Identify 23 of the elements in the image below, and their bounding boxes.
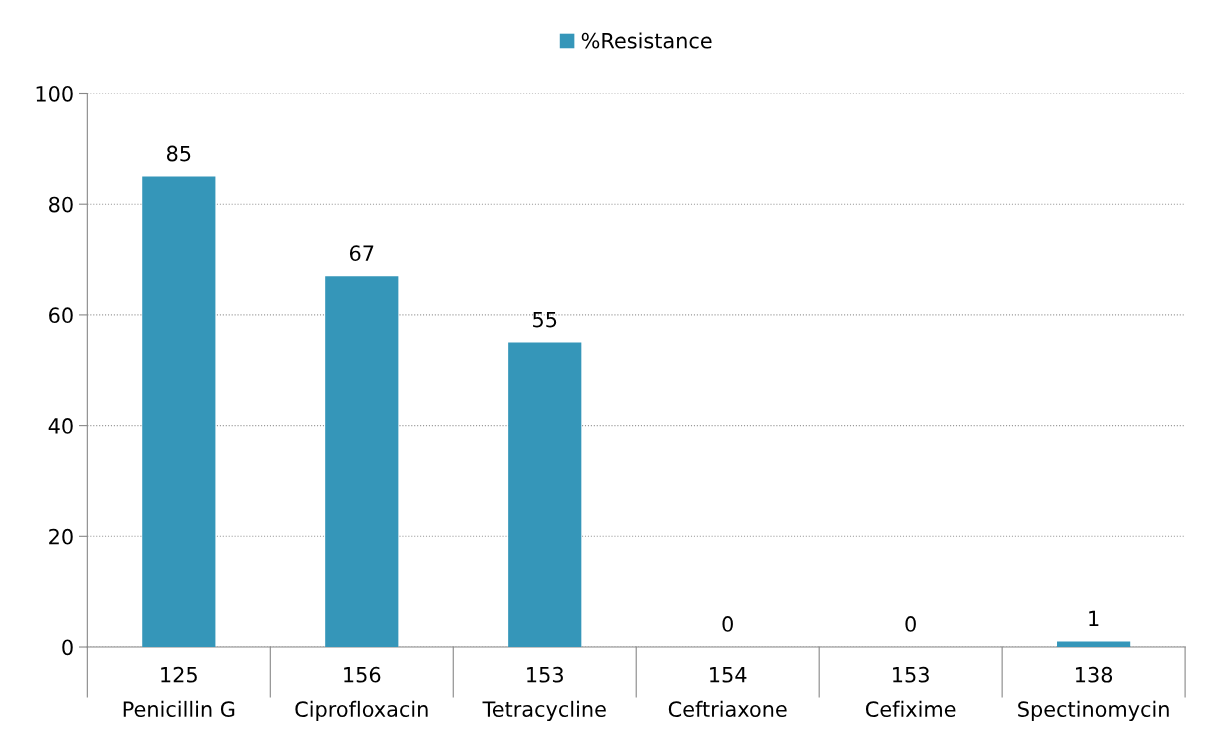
data-label: 85: [166, 145, 191, 162]
bar: [508, 342, 582, 648]
y-tick-label: 60: [49, 307, 73, 324]
data-label: 55: [533, 311, 557, 328]
data-label: 0: [905, 616, 916, 632]
y-tick-label: 80: [49, 196, 73, 213]
bar: [142, 176, 216, 648]
y-tick-label: 20: [49, 528, 73, 545]
x-tick-label: 125 Penicillin G: [123, 666, 235, 717]
bar: [1057, 641, 1131, 648]
x-tick-label: 153 Cefixime: [865, 666, 956, 717]
x-tick-label: 154 Ceftriaxone: [668, 667, 787, 717]
data-label: 67: [349, 245, 374, 262]
x-tick-label: 156 Ciprofloxacin: [295, 666, 428, 722]
x-tick-label: 153 Tetracycline: [482, 666, 606, 722]
x-tick-label: 138 Spectinomycin: [1018, 666, 1169, 722]
legend-label: %Resistance: [581, 32, 712, 49]
data-label: 1: [1089, 610, 1099, 627]
data-label: 0: [722, 616, 733, 632]
y-tick-label: 0: [62, 639, 73, 656]
y-tick-label: 40: [48, 418, 73, 434]
y-tick-label: 100: [36, 85, 73, 102]
bar: [325, 276, 399, 648]
